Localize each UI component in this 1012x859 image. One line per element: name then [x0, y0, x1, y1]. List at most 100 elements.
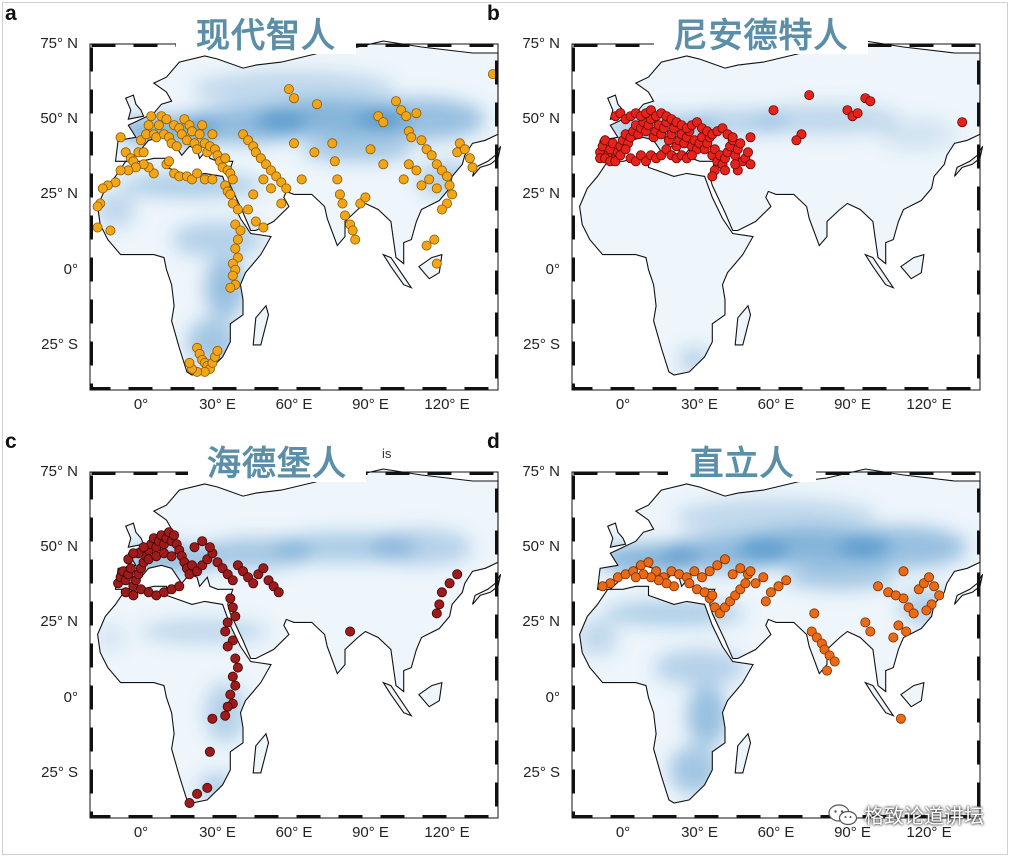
- fossil-site-point: [248, 189, 259, 200]
- fossil-site-point: [416, 180, 427, 191]
- map-plot: [571, 40, 984, 391]
- habitat-suitability-shading: [97, 529, 473, 803]
- longitude-tick-label: 120° E: [906, 824, 952, 841]
- fossil-site-point: [230, 653, 241, 664]
- fossil-site-point: [735, 138, 746, 149]
- fossil-site-point: [248, 578, 259, 589]
- map-border-ticks: [572, 44, 980, 390]
- latitude-tick-label: 0°: [63, 688, 78, 706]
- fossil-site-point: [283, 84, 294, 95]
- fossil-site-point: [860, 617, 871, 628]
- longitude-tick-label: 60° E: [757, 824, 795, 841]
- fossil-site-point: [212, 345, 223, 356]
- fossil-site-point: [227, 174, 238, 185]
- stray-caption-fragment: is: [382, 446, 392, 461]
- fossil-site-point: [957, 117, 968, 128]
- fossil-site-point: [411, 165, 422, 176]
- fossil-site-point: [345, 626, 356, 637]
- fossil-site-point: [745, 159, 756, 170]
- fossil-site-point: [153, 120, 164, 131]
- longitude-tick-label: 60° E: [275, 824, 313, 841]
- fossil-site-point: [436, 587, 447, 598]
- fossil-site-point: [620, 144, 631, 155]
- map-plot: [89, 468, 502, 819]
- panel-letter: b: [487, 2, 500, 25]
- fossil-site-point: [92, 201, 103, 212]
- fossil-site-point: [934, 590, 945, 601]
- latitude-tick-label: 75° N: [40, 35, 78, 52]
- fossil-site-point: [332, 174, 343, 185]
- fossil-site-point: [365, 144, 376, 155]
- fossil-site-point: [434, 599, 445, 610]
- wechat-icon: [828, 803, 858, 825]
- fossil-site-point: [334, 189, 345, 200]
- fossil-site-point: [92, 222, 103, 233]
- habitat-suitability-shading: [97, 71, 486, 366]
- watermark-text: 格致论道讲坛: [864, 804, 984, 828]
- watermark: 格致论道讲坛: [828, 800, 984, 829]
- fossil-site-point: [281, 183, 292, 194]
- fossil-site-point: [852, 108, 863, 119]
- longitude-tick-label: 90° E: [834, 824, 871, 841]
- fossil-site-point: [258, 174, 269, 185]
- latitude-tick-label: 25° N: [40, 613, 78, 631]
- fossil-site-point: [243, 204, 254, 215]
- fossil-site-point: [339, 210, 350, 221]
- fossil-site-point: [166, 551, 177, 562]
- fossil-site-point: [189, 542, 200, 553]
- fossil-site-point: [222, 701, 233, 712]
- fossil-site-point: [464, 153, 475, 164]
- panel-title: 尼安德特人: [673, 15, 849, 56]
- fossil-site-point: [707, 590, 718, 601]
- fossil-site-point: [227, 270, 238, 281]
- fossil-site-point: [416, 135, 427, 146]
- fossil-site-point: [452, 569, 463, 580]
- fossil-site-point: [329, 156, 340, 167]
- fossil-site-point: [197, 536, 208, 547]
- fossil-site-point: [230, 243, 241, 254]
- fossil-site-point: [222, 617, 233, 628]
- fossil-site-point: [235, 225, 246, 236]
- fossil-site-point: [207, 713, 218, 724]
- latitude-tick-label: 25° N: [40, 185, 78, 203]
- fossil-site-point: [143, 120, 154, 131]
- panel-title-box: 现代智人: [176, 10, 356, 56]
- fossil-site-point: [128, 548, 139, 559]
- fossil-site-point: [184, 357, 195, 368]
- fossil-site-point: [895, 713, 906, 724]
- fossil-site-point: [265, 183, 276, 194]
- panel-title: 直立人: [689, 443, 795, 484]
- fossil-site-point: [406, 132, 417, 143]
- fossil-site-point: [411, 108, 422, 119]
- fossil-site-point: [426, 150, 437, 161]
- fossil-site-point: [898, 566, 909, 577]
- fossil-site-point: [220, 153, 231, 164]
- fossil-site-point: [597, 581, 608, 592]
- fossil-site-point: [929, 581, 940, 592]
- fossil-site-point: [791, 135, 802, 146]
- fossil-site-point: [350, 234, 361, 245]
- panel-a: a 75° N 50° N 25° N 0° 25° S 0° 30° E 60° E 90° E…: [0, 0, 506, 430]
- fossil-site-point: [697, 572, 708, 583]
- panel-title: 现代智人: [196, 15, 336, 56]
- longitude-tick-label: 30° E: [681, 396, 718, 413]
- latitude-tick-label: 25° S: [41, 335, 78, 353]
- map-border-ticks: [90, 44, 498, 390]
- fossil-site-point: [115, 165, 126, 176]
- fossil-site-point: [296, 174, 307, 185]
- fossil-site-point: [773, 581, 784, 592]
- fossil-site-point: [125, 563, 136, 574]
- longitude-tick-label: 60° E: [757, 396, 795, 413]
- longitude-tick-label: 90° E: [352, 396, 389, 413]
- fossil-site-point: [227, 602, 238, 613]
- fossil-site-point: [765, 587, 776, 598]
- fossil-site-point: [821, 665, 832, 676]
- fossil-site-point: [311, 99, 322, 110]
- fossil-site-point: [327, 138, 338, 149]
- latitude-tick-label: 25° N: [522, 185, 560, 203]
- fossil-site-point: [684, 578, 695, 589]
- fossil-site-point: [161, 114, 172, 125]
- fossil-site-point: [444, 578, 455, 589]
- fossil-site-point: [809, 608, 820, 619]
- fossil-site-point: [712, 560, 723, 571]
